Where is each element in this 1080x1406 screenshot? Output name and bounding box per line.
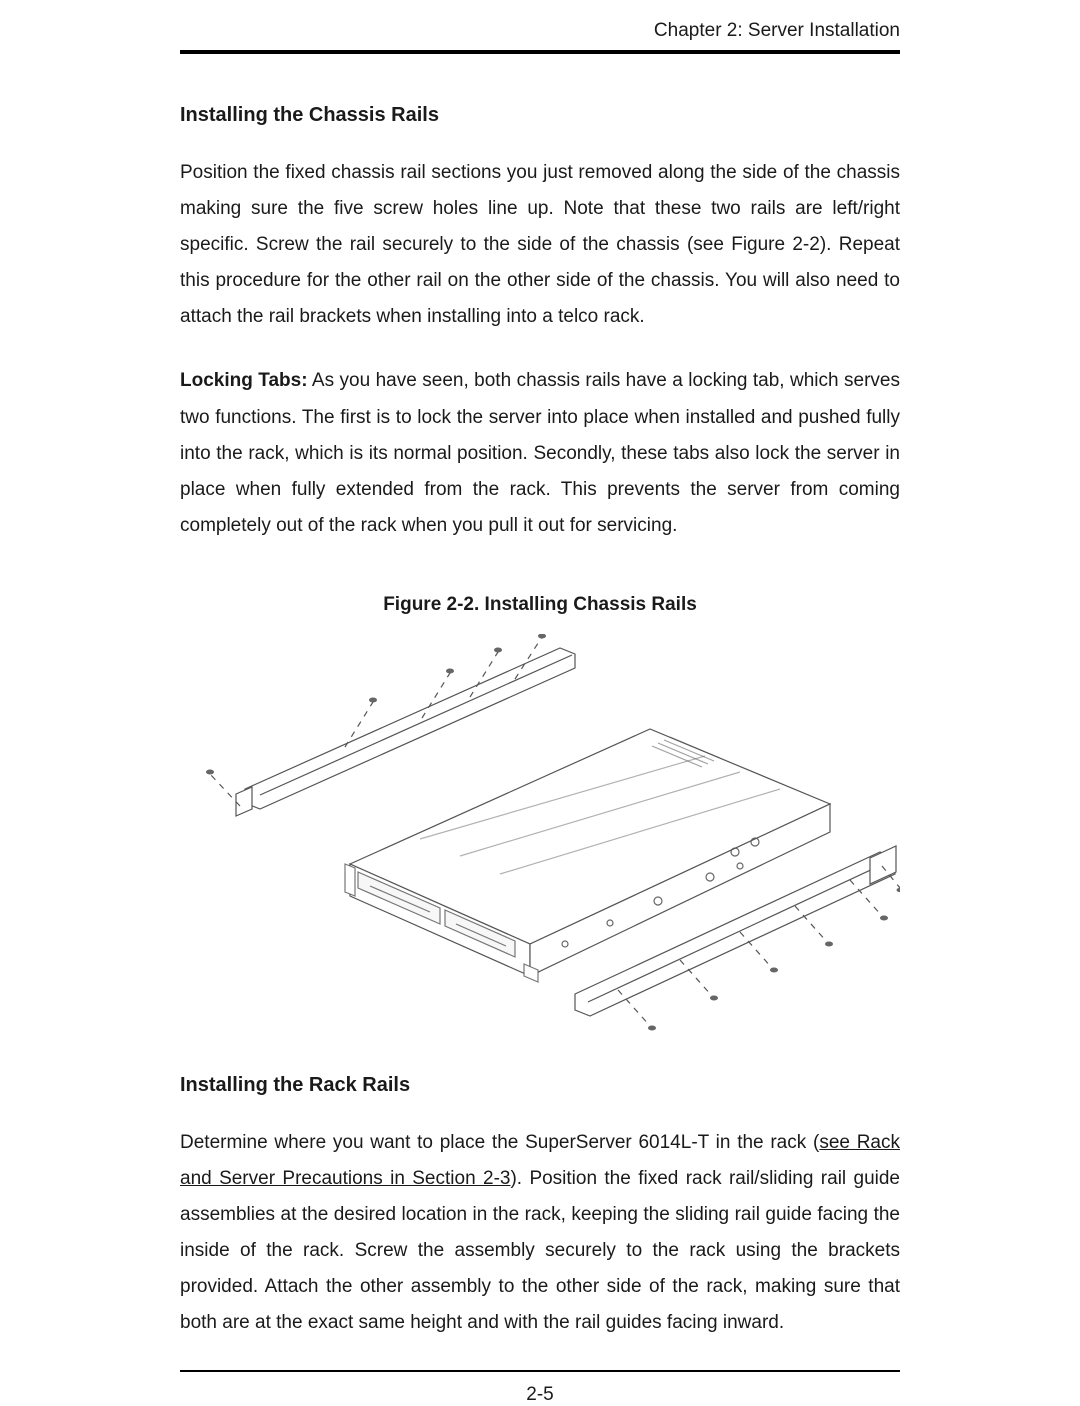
paragraph-locking-tabs: Locking Tabs: As you have seen, both cha… — [180, 363, 900, 543]
figure-chassis-rails — [180, 634, 900, 1034]
document-page: Chapter 2: Server Installation Installin… — [0, 0, 1080, 1406]
page-number: 2-5 — [180, 1384, 900, 1406]
rack-text-pre: Determine where you want to place the Su… — [180, 1132, 819, 1153]
rack-text-post: ). Position the fixed rack rail/sliding … — [180, 1168, 900, 1333]
section-heading-chassis: Installing the Chassis Rails — [180, 104, 900, 127]
chapter-header: Chapter 2: Server Installation — [180, 20, 900, 54]
figure-caption: Figure 2-2. Installing Chassis Rails — [180, 594, 900, 616]
locking-tabs-text: As you have seen, both chassis rails hav… — [180, 370, 900, 535]
section-heading-rack: Installing the Rack Rails — [180, 1074, 900, 1097]
locking-tabs-label: Locking Tabs: — [180, 370, 308, 391]
paragraph-chassis-1: Position the fixed chassis rail sections… — [180, 155, 900, 335]
bottom-rule — [180, 1370, 900, 1372]
chassis-diagram-svg — [180, 634, 900, 1034]
paragraph-rack: Determine where you want to place the Su… — [180, 1125, 900, 1342]
